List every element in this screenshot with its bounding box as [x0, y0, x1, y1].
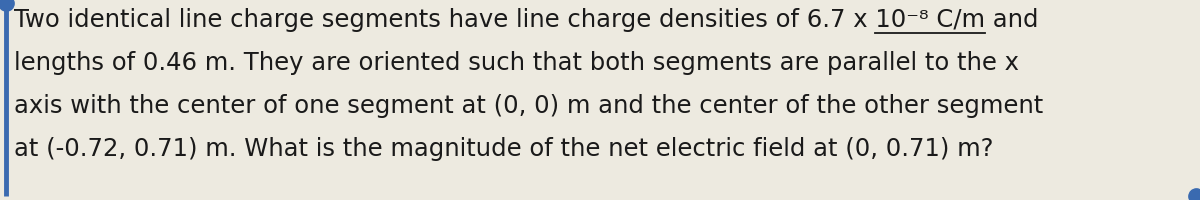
Text: at (-0.72, 0.71) m. What is the magnitude of the net electric field at (0, 0.71): at (-0.72, 0.71) m. What is the magnitud… — [14, 136, 994, 160]
Text: Two identical line charge segments have line charge densities of 6.7 x 10⁻⁸ C/m : Two identical line charge segments have … — [14, 8, 1038, 32]
Text: lengths of 0.46 m. They are oriented such that both segments are parallel to the: lengths of 0.46 m. They are oriented suc… — [14, 51, 1019, 75]
Text: axis with the center of one segment at (0, 0) m and the center of the other segm: axis with the center of one segment at (… — [14, 94, 1043, 117]
